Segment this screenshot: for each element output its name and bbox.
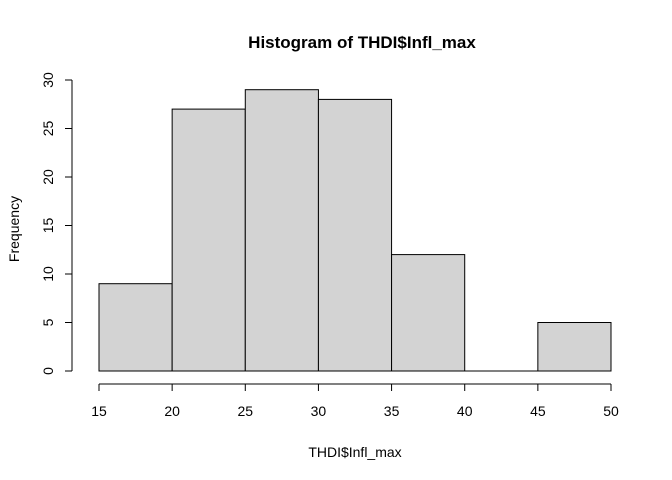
- histogram-bar: [98, 283, 173, 372]
- x-tick-label: 45: [530, 403, 546, 419]
- y-tick-label: 20: [40, 169, 56, 185]
- histogram-bar: [244, 89, 319, 372]
- y-axis-label: Frequency: [6, 196, 22, 262]
- x-axis-label: THDI$Infl_max: [308, 444, 401, 460]
- y-tick-label: 5: [40, 318, 56, 326]
- x-tick-label: 25: [237, 403, 253, 419]
- x-tick-label: 35: [384, 403, 400, 419]
- x-tick-label: 20: [164, 403, 180, 419]
- x-tick-label: 15: [91, 403, 107, 419]
- histogram-bar: [171, 108, 246, 372]
- x-tick-label: 50: [603, 403, 619, 419]
- x-tick-label: 30: [311, 403, 327, 419]
- y-tick-label: 25: [40, 121, 56, 137]
- y-tick-label: 15: [40, 218, 56, 234]
- x-tick-label: 40: [457, 403, 473, 419]
- y-tick-label: 30: [40, 72, 56, 88]
- bars-group: [98, 89, 612, 372]
- y-tick-label: 10: [40, 266, 56, 282]
- y-tick-label: 0: [40, 367, 56, 375]
- x-axis: 15 20 25 30 35 40 45 50: [91, 383, 619, 419]
- chart-title: Histogram of THDI$Infl_max: [248, 33, 476, 52]
- histogram-bar: [317, 98, 393, 372]
- y-axis: 0 5 10 15 20 25 30: [40, 72, 73, 375]
- histogram-bar: [537, 322, 612, 372]
- histogram-bar: [391, 254, 466, 372]
